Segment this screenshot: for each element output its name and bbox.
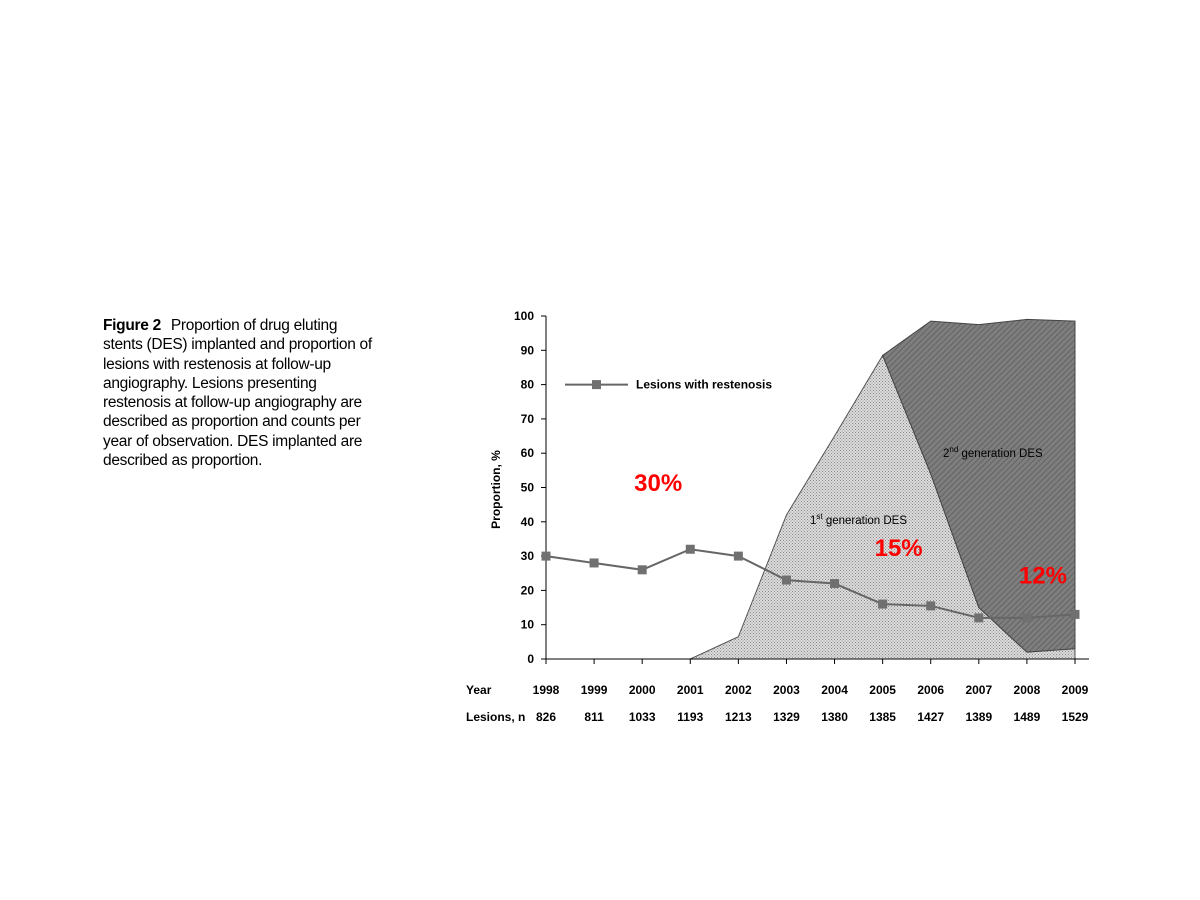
lesion-count-cell: 1385 <box>869 710 896 724</box>
y-tick-label: 90 <box>521 343 535 357</box>
restenosis-marker <box>589 558 599 568</box>
lesion-count-cell: 1213 <box>725 710 752 724</box>
percent-annotation: 12% <box>1019 563 1067 590</box>
second-gen-des-area <box>882 318 1076 653</box>
restenosis-marker <box>541 551 551 561</box>
table-row-label-year: Year <box>466 683 492 697</box>
restenosis-marker <box>1070 609 1080 619</box>
lesion-count-cell: 1529 <box>1062 710 1089 724</box>
lesion-count-cell: 1427 <box>917 710 944 724</box>
restenosis-line-layer <box>541 544 1080 623</box>
table-row-label-lesions: Lesions, n <box>466 710 525 724</box>
legend-label: Lesions with restenosis <box>636 378 772 392</box>
y-tick-label: 20 <box>521 583 535 597</box>
y-tick-label: 0 <box>527 652 534 666</box>
restenosis-marker <box>878 599 888 609</box>
percent-annotation: 15% <box>875 535 923 562</box>
x-tick-label: 2004 <box>821 683 848 697</box>
y-tick-label: 80 <box>521 378 535 392</box>
x-tick-label: 1999 <box>581 683 608 697</box>
lesion-count-cell: 1193 <box>677 710 703 724</box>
y-axis-title: Proportion, % <box>489 450 503 529</box>
legend-marker-sample <box>592 380 601 390</box>
lesion-count-cell: 1380 <box>821 710 848 724</box>
lesion-count-cell: 1389 <box>965 710 992 724</box>
area-layer <box>546 318 1076 660</box>
axes: 0 10 20 30 40 50 60 70 80 90 100 Proportion, % <box>489 309 1089 666</box>
figure-caption-text: Proportion of drug eluting stents (DES) … <box>103 317 372 470</box>
restenosis-marker <box>974 613 984 623</box>
figure-caption: Figure 2 Proportion of drug eluting stent… <box>103 316 373 470</box>
x-tick-label: 2001 <box>677 683 704 697</box>
restenosis-marker <box>733 551 743 561</box>
lesion-count-cell: 826 <box>536 710 556 724</box>
x-tick-label: 2003 <box>773 683 800 697</box>
y-tick-label: 100 <box>514 309 534 323</box>
restenosis-marker <box>1022 613 1032 623</box>
x-tick-label: 2006 <box>917 683 944 697</box>
x-tick-label: 2000 <box>629 683 656 697</box>
restenosis-marker <box>926 601 936 611</box>
x-tick-label: 2009 <box>1062 683 1089 697</box>
restenosis-marker <box>685 544 695 554</box>
x-tick-label: 2008 <box>1014 683 1041 697</box>
restenosis-marker <box>781 575 791 585</box>
y-tick-label: 50 <box>521 481 535 495</box>
y-tick-label: 40 <box>521 515 535 529</box>
second-gen-des-label: 2nd generation DES <box>943 445 1043 460</box>
percent-annotation: 30% <box>634 470 682 497</box>
y-tick-label: 30 <box>521 549 535 563</box>
y-tick-label: 10 <box>521 618 535 632</box>
y-tick-label: 60 <box>521 446 535 460</box>
label-layer: Lesions with restenosis 1st generation DE… <box>565 378 1067 590</box>
x-tick-label: 1998 <box>533 683 560 697</box>
x-tick-label: 2002 <box>725 683 752 697</box>
lesion-count-cell: 811 <box>584 710 604 724</box>
figure-label: Figure 2 <box>103 317 161 334</box>
x-tick-label: 2007 <box>965 683 992 697</box>
lesion-count-cell: 1489 <box>1014 710 1041 724</box>
restenosis-marker <box>830 579 840 589</box>
first-gen-des-label: 1st generation DES <box>810 512 907 527</box>
restenosis-marker <box>637 565 647 575</box>
lesion-count-cell: 1033 <box>629 710 656 724</box>
restenosis-line <box>545 548 1076 619</box>
lesion-count-cell: 1329 <box>773 710 800 724</box>
y-tick-label: 70 <box>521 412 535 426</box>
lesion-count-table: Year Lesions, n 1998 1999 2000 2001 2002 2003 20… <box>466 683 1089 724</box>
x-tick-label: 2005 <box>869 683 896 697</box>
